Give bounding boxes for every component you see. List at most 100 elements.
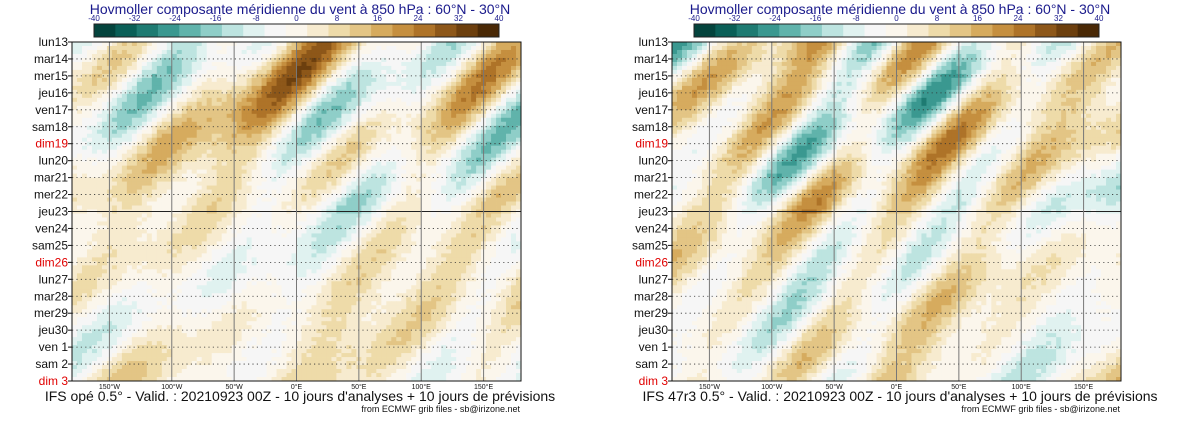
field-cell: [216, 61, 223, 67]
field-cell: [346, 245, 352, 250]
field-cell: [276, 197, 282, 202]
field-cell: [276, 217, 282, 222]
field-cell: [246, 157, 252, 163]
field-cell: [346, 81, 352, 87]
field-cell: [141, 189, 148, 194]
field-cell: [456, 213, 462, 218]
field-cell: [226, 249, 233, 254]
field-cell: [76, 109, 83, 115]
field-cell: [141, 229, 148, 234]
field-cell: [401, 165, 407, 171]
field-cell: [461, 109, 467, 115]
field-cell: [196, 81, 203, 87]
field-cell: [351, 165, 357, 171]
field-cell: [296, 201, 302, 206]
field-cell: [72, 121, 78, 127]
field-cell: [501, 225, 507, 230]
field-cell: [321, 42, 327, 47]
field-cell: [371, 89, 377, 95]
field-cell: [381, 173, 387, 178]
field-cell: [506, 193, 512, 198]
field-cell: [311, 89, 317, 95]
field-cell: [376, 129, 382, 135]
field-cell: [291, 141, 297, 147]
field-cell: [161, 117, 168, 123]
field-cell: [511, 185, 517, 190]
field-cell: [361, 101, 367, 107]
field-cell: [226, 217, 233, 222]
field-cell: [161, 57, 168, 63]
field-cell: [96, 141, 103, 147]
field-cell: [336, 101, 342, 107]
field-cell: [391, 153, 397, 159]
field-cell: [226, 133, 233, 139]
field-cell: [461, 201, 467, 206]
field-cell: [331, 53, 337, 59]
field-cell: [336, 181, 342, 186]
field-cell: [371, 61, 377, 67]
field-cell: [161, 157, 168, 163]
field-cell: [341, 205, 347, 210]
field-cell: [401, 73, 407, 79]
field-cell: [396, 185, 402, 190]
field-cell: [261, 85, 267, 91]
field-cell: [421, 237, 427, 242]
field-cell: [136, 169, 143, 175]
field-cell: [101, 205, 108, 210]
field-cell: [421, 73, 427, 79]
field-cell: [461, 145, 467, 151]
field-cell: [391, 117, 397, 123]
field-cell: [281, 249, 287, 254]
field-cell: [386, 245, 392, 250]
field-cell: [431, 225, 437, 230]
field-cell: [246, 113, 252, 119]
field-cell: [216, 93, 223, 99]
field-cell: [131, 53, 138, 59]
field-cell: [391, 42, 397, 47]
field-cell: [211, 85, 218, 91]
field-cell: [151, 201, 158, 206]
field-cell: [276, 213, 282, 218]
field-cell: [346, 153, 352, 159]
field-cell: [101, 89, 108, 95]
field-cell: [456, 89, 462, 95]
field-cell: [156, 113, 163, 119]
field-cell: [226, 77, 233, 83]
field-cell: [336, 245, 342, 250]
field-cell: [306, 201, 312, 206]
field-cell: [291, 185, 297, 190]
field-cell: [461, 77, 467, 83]
field-cell: [236, 149, 243, 155]
field-cell: [346, 129, 352, 135]
field-cell: [136, 145, 143, 151]
field-cell: [131, 213, 138, 218]
field-cell: [181, 213, 188, 218]
field-cell: [466, 42, 472, 47]
field-cell: [131, 117, 138, 123]
field-cell: [291, 257, 297, 262]
field-cell: [411, 233, 417, 238]
field-cell: [331, 129, 337, 135]
field-cell: [111, 185, 118, 190]
field-cell: [446, 193, 452, 198]
field-cell: [121, 141, 128, 147]
field-cell: [406, 141, 412, 147]
field-cell: [131, 69, 138, 75]
field-cell: [376, 257, 382, 262]
field-cell: [76, 201, 83, 206]
field-cell: [76, 113, 83, 119]
field-cell: [176, 233, 183, 238]
field-cell: [326, 213, 332, 218]
field-cell: [461, 65, 467, 71]
field-cell: [161, 77, 168, 83]
field-cell: [436, 129, 442, 135]
field-cell: [111, 105, 118, 111]
field-cell: [276, 61, 282, 67]
field-cell: [251, 89, 257, 95]
field-cell: [271, 233, 277, 238]
field-cell: [476, 173, 482, 178]
field-cell: [96, 245, 103, 250]
field-cell: [136, 61, 143, 67]
field-cell: [401, 217, 407, 222]
field-cell: [271, 201, 277, 206]
